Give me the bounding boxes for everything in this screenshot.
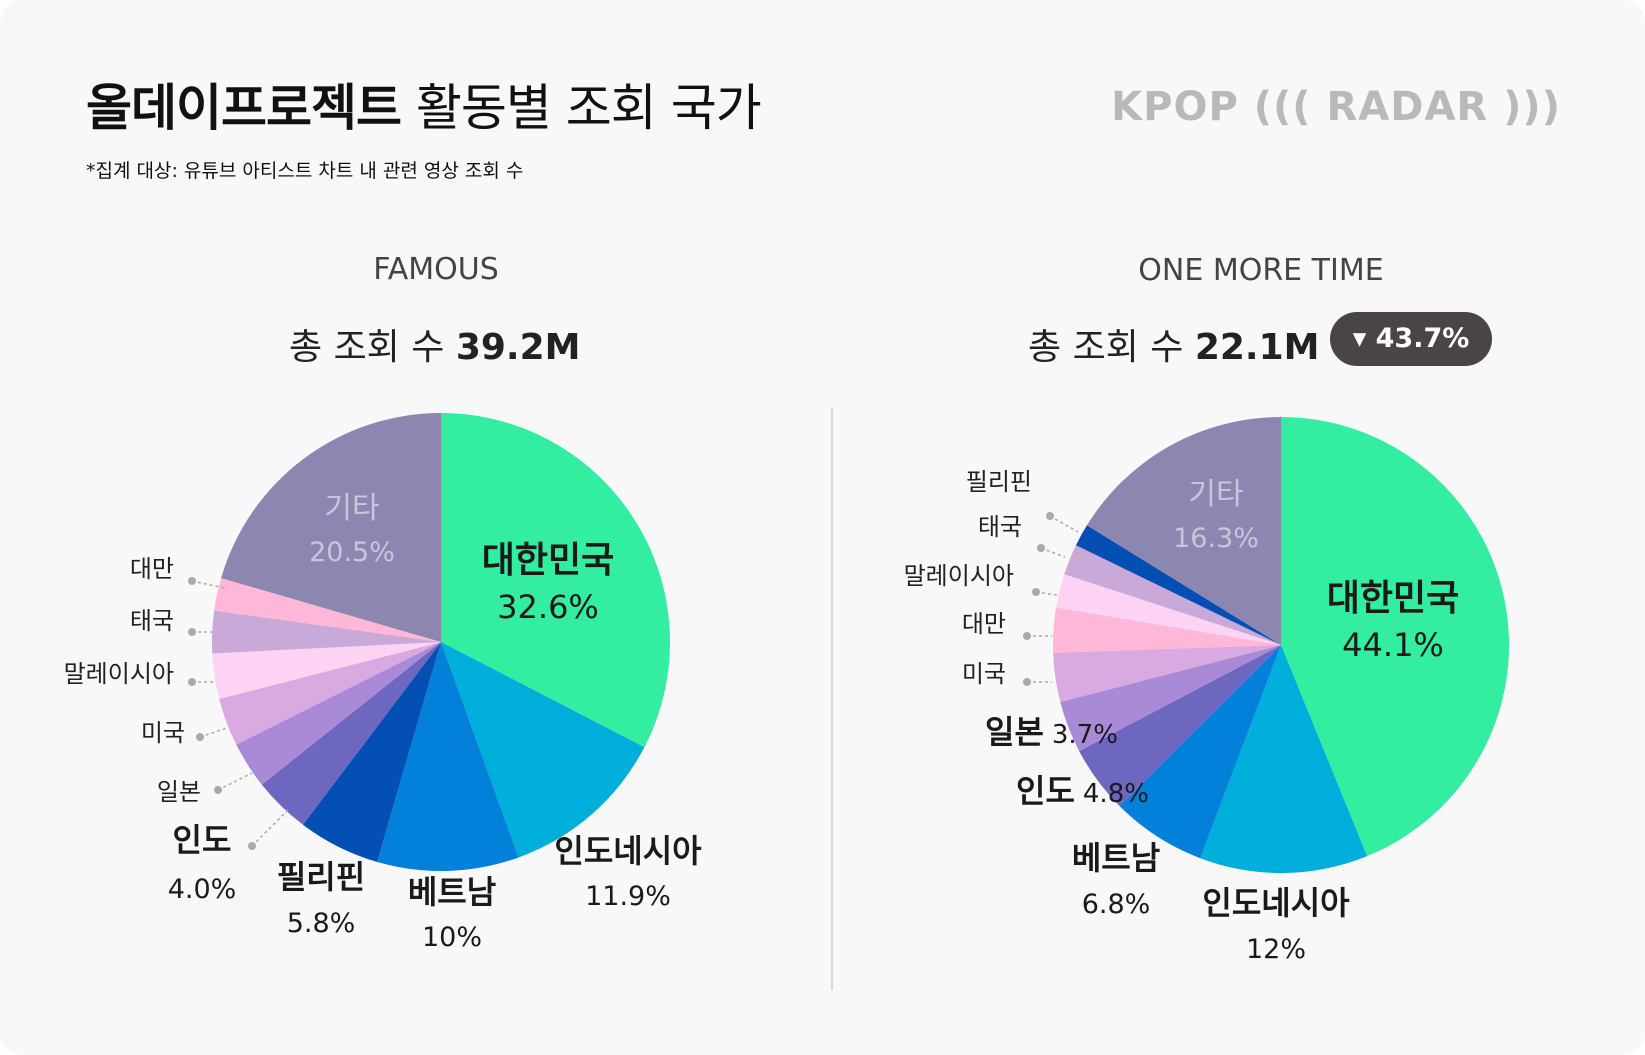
pie-slice-others xyxy=(221,413,441,642)
pie-slice-japan xyxy=(236,642,441,785)
slice-label-philippines: 필리핀 xyxy=(277,858,365,896)
slice-label-taiwan: 대만 xyxy=(962,610,1006,638)
leader-dot-taiwan xyxy=(188,577,196,585)
slice-value-indonesia: 11.9% xyxy=(585,881,671,912)
slice-value-others: 20.5% xyxy=(309,537,395,568)
slice-value-india: 4.8% xyxy=(1083,779,1149,809)
pie-slice-indonesia xyxy=(441,642,645,858)
slice-value-others: 16.3% xyxy=(1173,523,1259,554)
pie-slice-japan xyxy=(1060,645,1281,752)
slice-value-korea: 44.1% xyxy=(1342,626,1444,664)
total-value: 39.2M xyxy=(455,327,581,368)
pie-slice-others xyxy=(1086,417,1281,645)
slice-value-vietnam: 10% xyxy=(422,922,482,953)
leader-line-philippines xyxy=(1049,515,1079,533)
slice-label-indonesia: 인도네시아 xyxy=(554,832,702,870)
leader-line-japan xyxy=(217,772,253,791)
leader-line-india xyxy=(251,808,290,847)
pie-slice-philippines xyxy=(1075,525,1281,645)
slice-label-india: 인도 4.8% xyxy=(1016,772,1149,810)
pie-slice-indonesia xyxy=(1200,645,1368,873)
leader-dot-thailand xyxy=(188,628,196,636)
slice-label-vietnam: 베트남 xyxy=(1072,839,1160,877)
pie-slice-thailand xyxy=(211,610,441,654)
leader-line-thailand xyxy=(1040,547,1066,558)
leader-dot-thailand xyxy=(1037,544,1045,552)
slice-label-philippines: 필리핀 xyxy=(966,468,1032,496)
title-group-name: 올데이프로젝트 xyxy=(86,79,402,137)
leader-dot-usa xyxy=(1023,678,1031,686)
leader-dot-malaysia xyxy=(1032,588,1040,596)
leader-line-usa xyxy=(199,727,228,738)
chart-title-one-more-time: ONE MORE TIME xyxy=(1138,253,1384,288)
leader-dot-usa xyxy=(196,733,204,741)
slice-value-indonesia: 12% xyxy=(1246,934,1306,965)
slice-value-japan: 3.7% xyxy=(1052,720,1118,750)
slice-label-taiwan: 대만 xyxy=(130,555,174,583)
pie-slice-usa xyxy=(219,642,441,745)
slice-label-india: 인도 xyxy=(173,821,232,859)
slice-label-vietnam: 베트남 xyxy=(408,873,496,911)
pie-slice-philippines xyxy=(302,642,441,862)
total-prefix: 총 조회 수 xyxy=(1028,327,1184,368)
pie-slice-korea xyxy=(441,413,670,748)
pie-slice-india xyxy=(261,642,441,825)
pie-slice-vietnam xyxy=(377,642,519,872)
pie-slice-taiwan xyxy=(214,578,441,642)
kpop-radar-logo: KPOP ((( RADAR ))) xyxy=(1111,84,1561,130)
total-prefix: 총 조회 수 xyxy=(289,327,445,368)
chart-title-famous: FAMOUS xyxy=(373,252,499,287)
change-badge: ▾ 43.7% xyxy=(1330,312,1492,366)
slice-label-usa: 미국 xyxy=(141,719,185,747)
slice-label-japan: 일본 3.7% xyxy=(985,713,1118,751)
slice-value-india: 4.0% xyxy=(168,874,237,905)
total-views-one-more-time: 총 조회 수 22.1M xyxy=(1028,318,1319,370)
pie-slice-vietnam xyxy=(1119,645,1281,859)
page-title: 올데이프로젝트 활동별 조회 국가 xyxy=(86,68,762,140)
leader-dot-india xyxy=(248,842,256,850)
slice-value-philippines: 5.8% xyxy=(287,908,356,939)
pie-slice-korea xyxy=(1281,417,1510,857)
slice-label-korea: 대한민국 xyxy=(482,540,614,581)
slice-label-korea: 대한민국 xyxy=(1327,578,1459,619)
total-views-famous: 총 조회 수 39.2M xyxy=(289,318,580,370)
slice-label-others: 기타 xyxy=(1188,477,1243,512)
pie-slice-india xyxy=(1079,645,1281,806)
leader-dot-japan xyxy=(214,786,222,794)
pie-slice-usa xyxy=(1053,645,1281,703)
slice-label-usa: 미국 xyxy=(962,660,1006,688)
title-rest: 활동별 조회 국가 xyxy=(415,79,762,137)
pie-slice-malaysia xyxy=(1056,574,1281,645)
slice-value-vietnam: 6.8% xyxy=(1082,889,1151,920)
chart-divider xyxy=(831,408,833,990)
total-value: 22.1M xyxy=(1194,327,1320,368)
slice-label-indonesia: 인도네시아 xyxy=(1202,884,1350,922)
leader-dot-taiwan xyxy=(1023,632,1031,640)
pie-slice-malaysia xyxy=(212,642,441,699)
pie-slice-taiwan xyxy=(1052,607,1281,653)
slice-label-thailand: 태국 xyxy=(978,513,1022,541)
slice-label-malaysia: 말레이시아 xyxy=(64,660,174,688)
slice-label-malaysia: 말레이시아 xyxy=(904,562,1014,590)
slice-label-japan: 일본 xyxy=(157,778,201,806)
leader-dot-philippines xyxy=(1046,512,1054,520)
page-subtitle: *집계 대상: 유튜브 아티스트 차트 내 관련 영상 조회 수 xyxy=(86,160,524,182)
slice-label-others: 기타 xyxy=(324,491,379,526)
slice-value-korea: 32.6% xyxy=(497,588,599,626)
leader-dot-malaysia xyxy=(188,678,196,686)
slice-label-thailand: 태국 xyxy=(130,607,174,635)
pie-slice-thailand xyxy=(1064,545,1281,645)
